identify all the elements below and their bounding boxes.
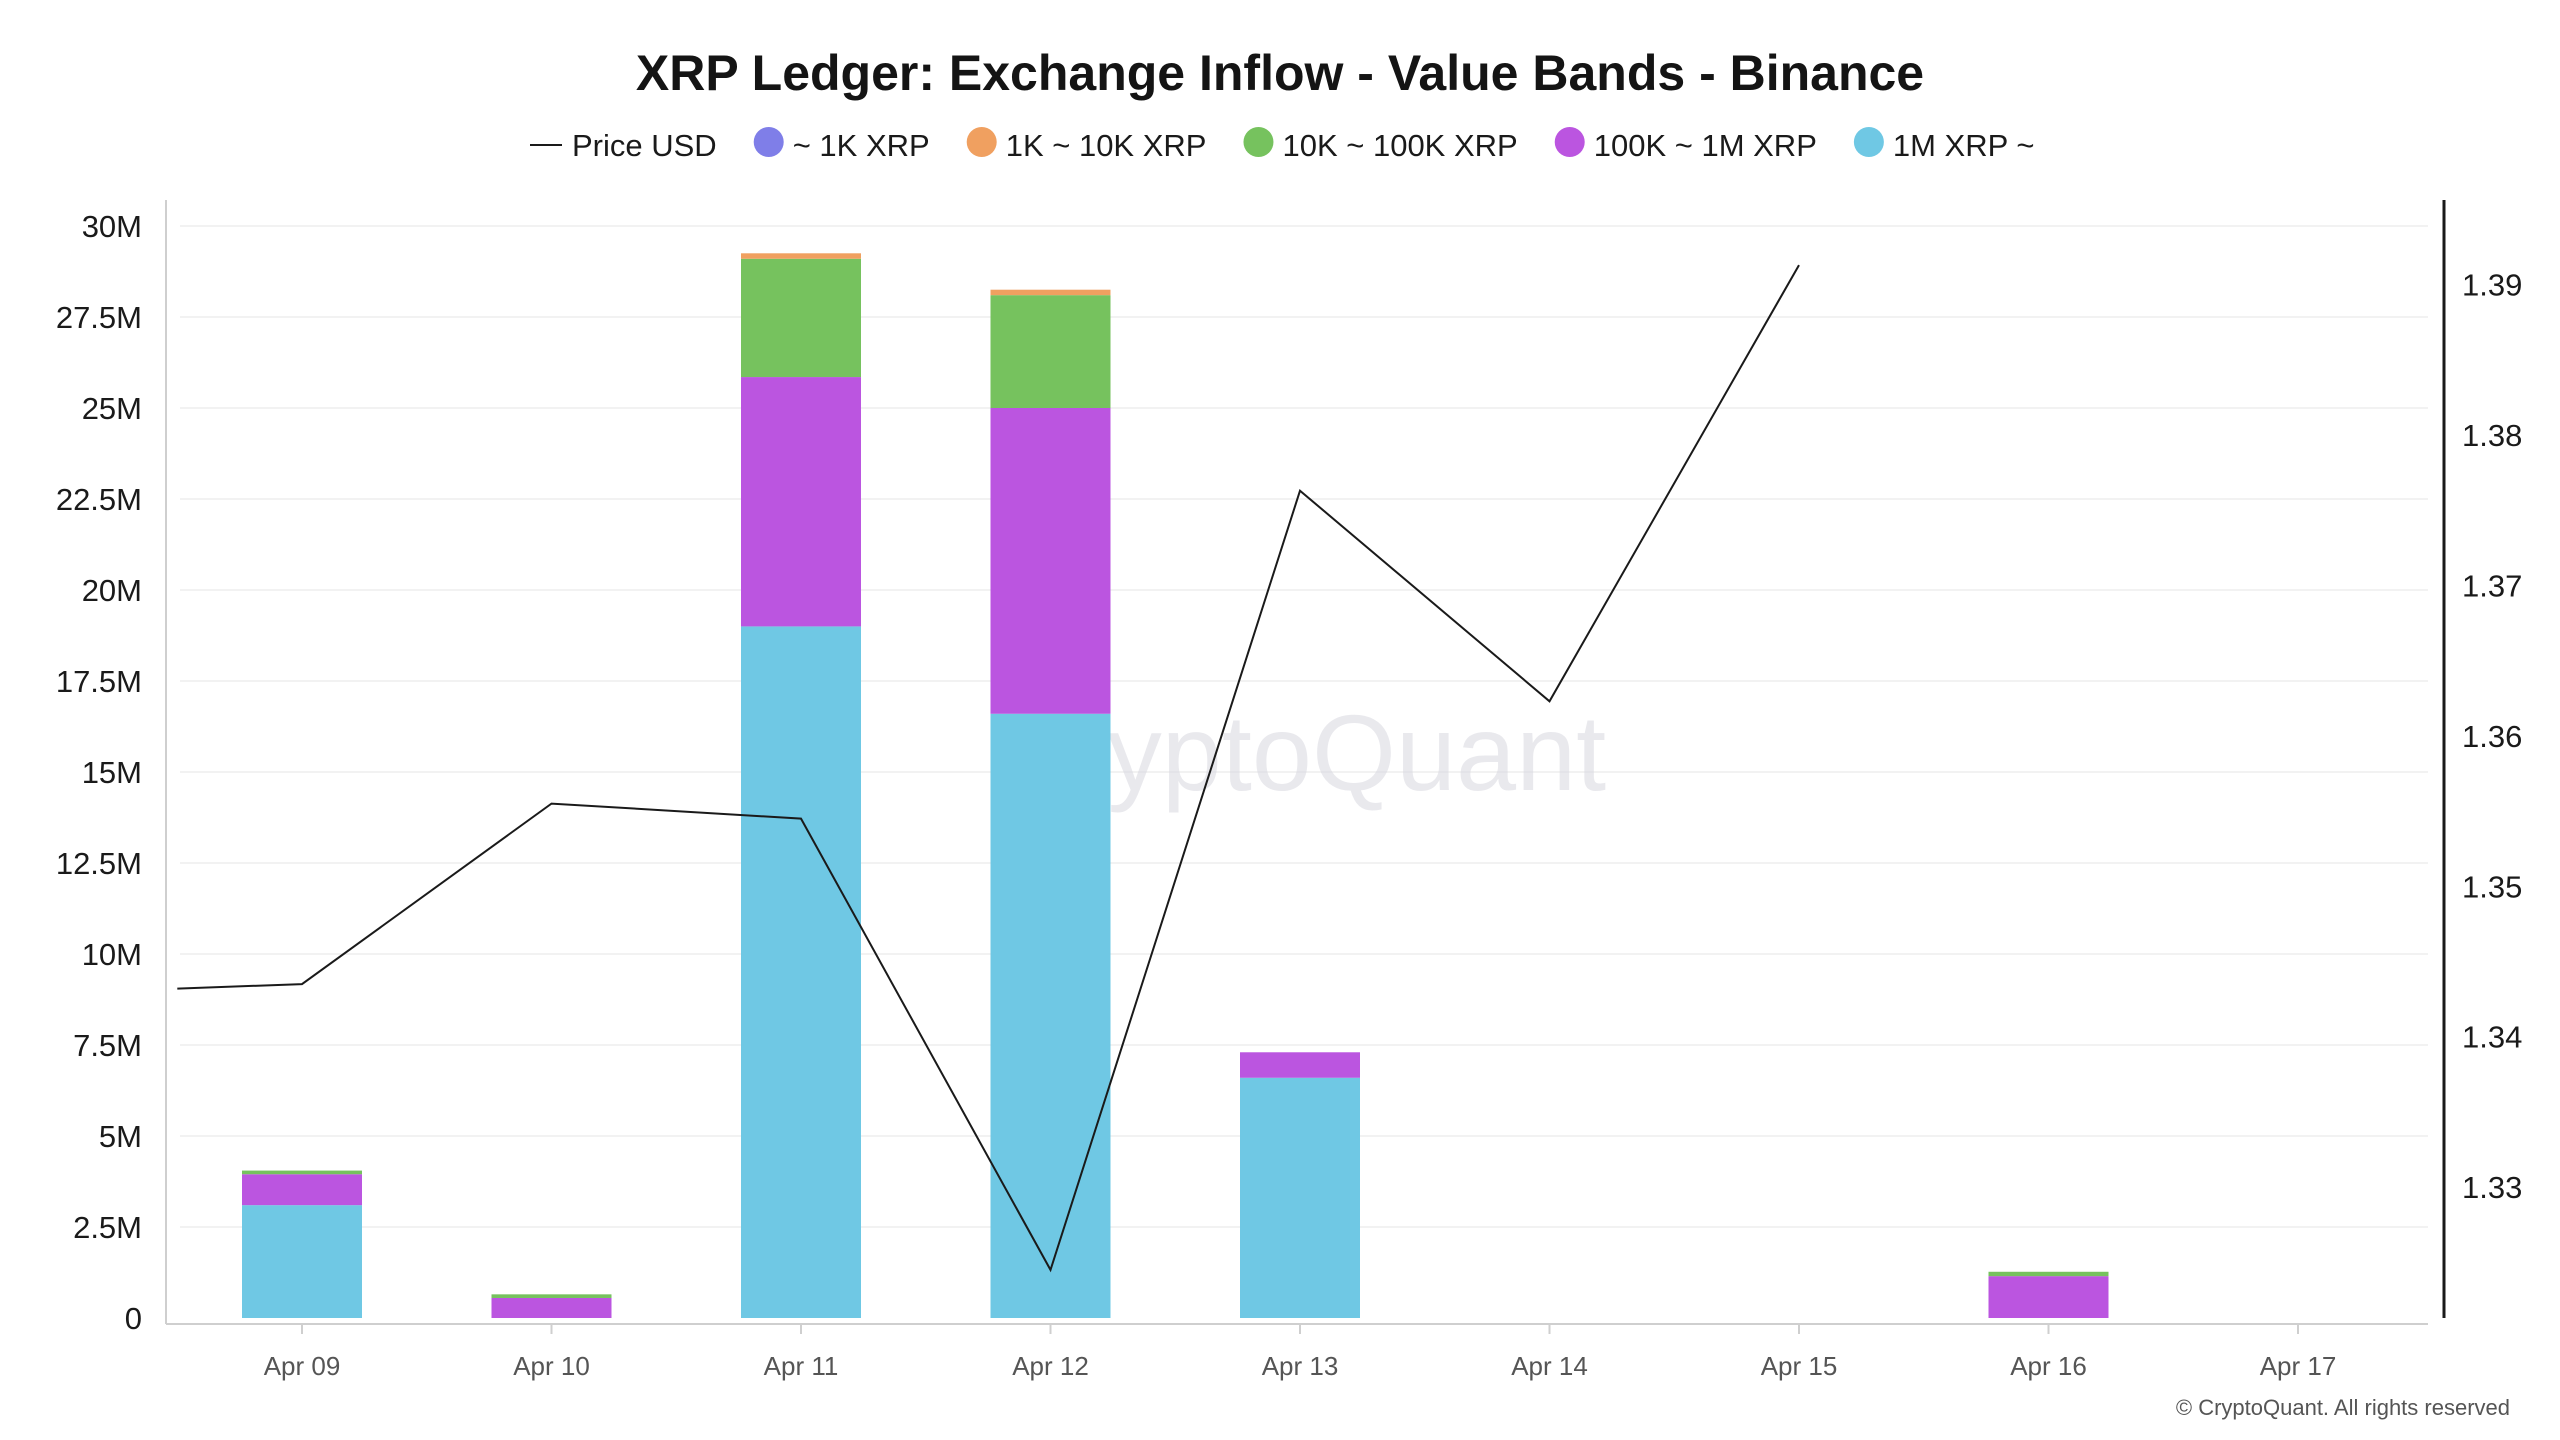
x-tick-label: Apr 12 — [1012, 1351, 1089, 1381]
bar-segment — [1240, 1052, 1360, 1078]
y-left-tick-label: 30M — [82, 209, 142, 244]
x-tick-label: Apr 10 — [513, 1351, 590, 1381]
x-tick-label: Apr 15 — [1761, 1351, 1838, 1381]
bar-segment — [741, 377, 861, 627]
bar-segment — [990, 289, 1111, 296]
legend-item[interactable]: Price USD — [530, 128, 717, 163]
y-right-tick-label: 1.33 — [2462, 1170, 2522, 1205]
y-right-tick-label: 1.34 — [2462, 1020, 2522, 1055]
legend-label: 100K ~ 1M XRP — [1594, 128, 1817, 163]
y-right-tick-label: 1.39 — [2462, 268, 2522, 303]
y-left-tick-label: 20M — [82, 573, 142, 608]
bar-segment — [741, 253, 861, 259]
legend-label: ~ 1K XRP — [793, 128, 930, 163]
y-left-tick-label: 27.5M — [56, 300, 142, 335]
price-line — [177, 264, 1800, 1273]
y-right-tick-label: 1.38 — [2462, 418, 2522, 453]
x-tick-label: Apr 16 — [2010, 1351, 2087, 1381]
legend-item[interactable]: 1K ~ 10K XRP — [966, 127, 1207, 163]
legend: Price USD ~ 1K XRP 1K ~ 10K XRP 10K ~ 100K … — [530, 127, 2034, 163]
bar-segment — [1240, 1077, 1360, 1318]
y-left-tick-label: 17.5M — [56, 664, 142, 699]
x-ticks: Apr 09 Apr 10 Apr 11 Apr 12 Apr 13 Apr 14 Apr … — [264, 1324, 2337, 1381]
y-left-tick-label: 0 — [125, 1301, 142, 1336]
y-right-ticks: 1.33 1.34 1.35 1.36 1.37 1.38 1.39 — [2462, 268, 2522, 1205]
y-right-tick-label: 1.35 — [2462, 869, 2522, 904]
bar-segment — [741, 258, 861, 378]
y-left-tick-label: 10M — [82, 937, 142, 972]
y-right-tick-label: 1.37 — [2462, 568, 2522, 603]
y-left-tick-label: 5M — [99, 1119, 142, 1154]
bar-segment — [242, 1174, 362, 1206]
y-left-tick-label: 12.5M — [56, 846, 142, 881]
legend-item[interactable]: ~ 1K XRP — [753, 127, 930, 163]
grid — [180, 225, 2428, 1228]
bar-segment — [990, 295, 1111, 408]
bar-segment — [1988, 1271, 2109, 1277]
legend-item[interactable]: 100K ~ 1M XRP — [1554, 127, 1817, 163]
legend-dot-swatch — [1554, 127, 1585, 157]
x-tick-label: Apr 14 — [1511, 1351, 1588, 1381]
x-tick-label: Apr 11 — [764, 1351, 839, 1381]
chart-title: XRP Ledger: Exchange Inflow - Value Band… — [636, 45, 1924, 101]
legend-dot-swatch — [1243, 127, 1274, 157]
legend-item[interactable]: 10K ~ 100K XRP — [1243, 127, 1518, 163]
bar-segment — [741, 626, 861, 1318]
bar-segment — [491, 1297, 612, 1318]
bar-segment — [491, 1294, 612, 1298]
bar-segment — [242, 1205, 362, 1318]
legend-label: Price USD — [572, 128, 717, 163]
legend-dot-swatch — [753, 127, 784, 157]
bar-segment — [1988, 1276, 2109, 1318]
legend-label: 1M XRP ~ — [1893, 128, 2035, 163]
y-left-tick-label: 15M — [82, 755, 142, 790]
copyright: © CryptoQuant. All rights reserved — [2176, 1395, 2510, 1420]
legend-dot-swatch — [966, 127, 997, 157]
y-left-tick-label: 22.5M — [56, 482, 142, 517]
legend-label: 10K ~ 100K XRP — [1282, 128, 1517, 163]
x-tick-label: Apr 09 — [264, 1351, 341, 1381]
bar-segment — [990, 408, 1111, 714]
y-right-tick-label: 1.36 — [2462, 719, 2522, 754]
y-left-tick-label: 7.5M — [73, 1028, 142, 1063]
x-tick-label: Apr 13 — [1262, 1351, 1339, 1381]
y-left-tick-label: 25M — [82, 391, 142, 426]
bar-segment — [242, 1170, 362, 1175]
legend-dot-swatch — [1853, 127, 1884, 157]
y-left-ticks: 0 2.5M 5M 7.5M 10M 12.5M 15M 17.5M 20M 22.5M 25M 27… — [56, 209, 142, 1336]
bars — [242, 253, 2109, 1318]
y-left-tick-label: 2.5M — [73, 1210, 142, 1245]
legend-label: 1K ~ 10K XRP — [1006, 128, 1207, 163]
bar-segment — [990, 713, 1111, 1318]
axes — [165, 200, 2446, 1325]
x-tick-label: Apr 17 — [2260, 1351, 2337, 1381]
price-line-group — [177, 264, 1800, 1273]
legend-item[interactable]: 1M XRP ~ — [1853, 127, 2035, 163]
